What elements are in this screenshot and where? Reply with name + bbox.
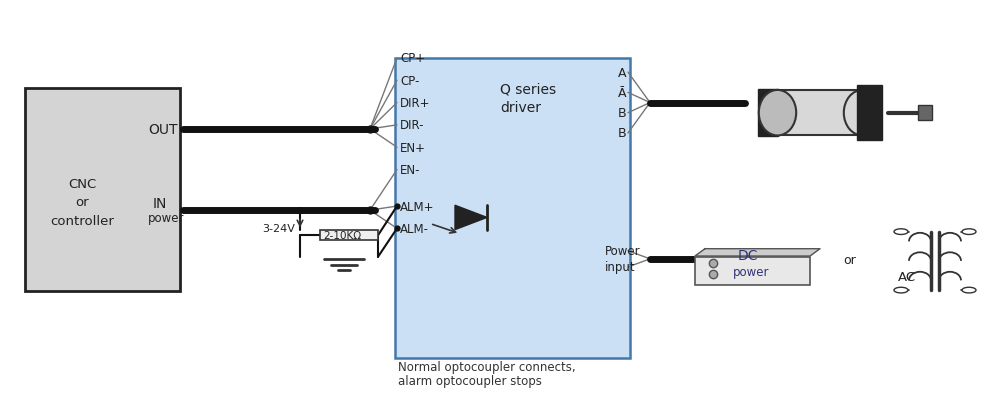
Text: DIR-: DIR- xyxy=(400,119,424,132)
Text: power: power xyxy=(733,265,770,278)
Text: Power: Power xyxy=(605,245,641,258)
Text: CP+: CP+ xyxy=(400,52,425,65)
Text: OUT: OUT xyxy=(148,123,178,136)
Text: DC: DC xyxy=(738,248,759,262)
Text: or: or xyxy=(844,254,856,266)
Text: power: power xyxy=(148,211,184,224)
Text: Normal optocoupler connects,: Normal optocoupler connects, xyxy=(398,360,576,373)
Text: Ā: Ā xyxy=(618,87,626,100)
Text: Q series: Q series xyxy=(500,82,556,96)
Text: controller: controller xyxy=(50,214,114,227)
Text: 2-10KΩ: 2-10KΩ xyxy=(323,231,361,241)
Text: A: A xyxy=(618,66,626,79)
Text: 3-24V: 3-24V xyxy=(262,224,295,234)
Ellipse shape xyxy=(759,91,796,136)
Bar xyxy=(778,91,862,136)
Text: B: B xyxy=(618,107,627,120)
Circle shape xyxy=(894,229,908,235)
Text: ALM+: ALM+ xyxy=(400,200,434,213)
Bar xyxy=(857,86,882,141)
Bar xyxy=(695,257,810,286)
Text: B̄: B̄ xyxy=(618,127,627,140)
Bar xyxy=(918,106,932,121)
Text: AC: AC xyxy=(898,271,916,284)
Bar xyxy=(25,89,180,292)
Circle shape xyxy=(962,288,976,293)
Circle shape xyxy=(894,288,908,293)
Text: EN+: EN+ xyxy=(400,141,426,154)
Polygon shape xyxy=(455,206,487,230)
Text: CNC: CNC xyxy=(68,178,96,191)
Text: driver: driver xyxy=(500,100,541,114)
Ellipse shape xyxy=(844,91,881,136)
Polygon shape xyxy=(695,249,820,256)
Text: ALM-: ALM- xyxy=(400,222,429,235)
Text: alarm optocoupler stops: alarm optocoupler stops xyxy=(398,374,542,387)
Circle shape xyxy=(962,229,976,235)
Bar xyxy=(320,231,378,241)
Text: EN-: EN- xyxy=(400,164,420,177)
Bar xyxy=(395,59,630,358)
Text: IN: IN xyxy=(153,197,167,211)
Text: DIR+: DIR+ xyxy=(400,97,430,110)
Bar xyxy=(758,90,778,137)
Text: or: or xyxy=(75,196,89,209)
Text: input: input xyxy=(605,261,636,274)
Text: CP-: CP- xyxy=(400,75,419,87)
